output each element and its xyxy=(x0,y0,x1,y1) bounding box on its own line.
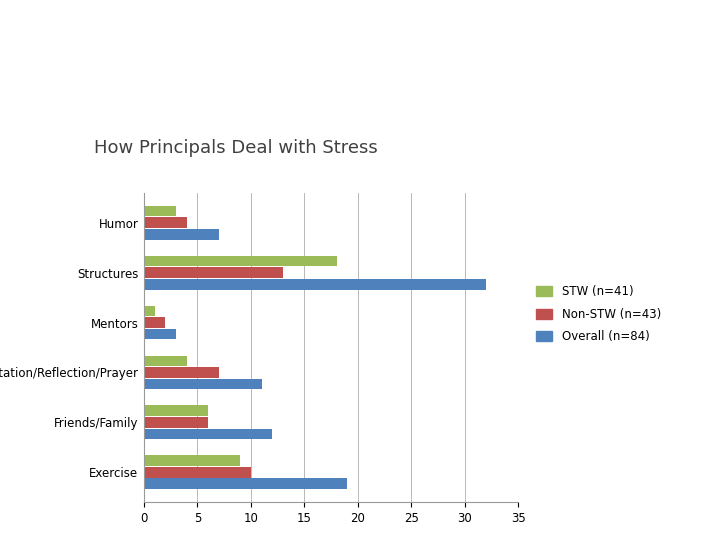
Bar xyxy=(144,478,347,489)
Bar xyxy=(144,329,176,340)
Bar xyxy=(144,306,155,316)
Bar xyxy=(144,279,486,289)
Bar xyxy=(144,218,186,228)
Text: 2015: 2015 xyxy=(25,65,75,83)
Bar xyxy=(144,467,251,477)
Bar xyxy=(144,367,219,378)
Bar xyxy=(144,256,336,266)
Bar xyxy=(144,267,283,278)
Bar xyxy=(144,206,176,217)
Bar xyxy=(144,429,272,439)
Bar xyxy=(144,417,208,428)
Text: AMLE: AMLE xyxy=(25,23,81,41)
Bar xyxy=(144,317,166,328)
Text: Annual Conference for Middle Level Education: Annual Conference for Middle Level Educa… xyxy=(115,23,498,38)
Text: How Principals Deal with Stress: How Principals Deal with Stress xyxy=(94,139,377,157)
Text: Columbus, Ohio • October 15–17, 2015: Columbus, Ohio • October 15–17, 2015 xyxy=(115,68,378,80)
Bar xyxy=(144,229,219,240)
Bar xyxy=(144,355,186,366)
Bar xyxy=(144,406,208,416)
Bar xyxy=(144,379,261,389)
Legend: STW (n=41), Non-STW (n=43), Overall (n=84): STW (n=41), Non-STW (n=43), Overall (n=8… xyxy=(536,285,661,343)
Bar xyxy=(144,455,240,466)
